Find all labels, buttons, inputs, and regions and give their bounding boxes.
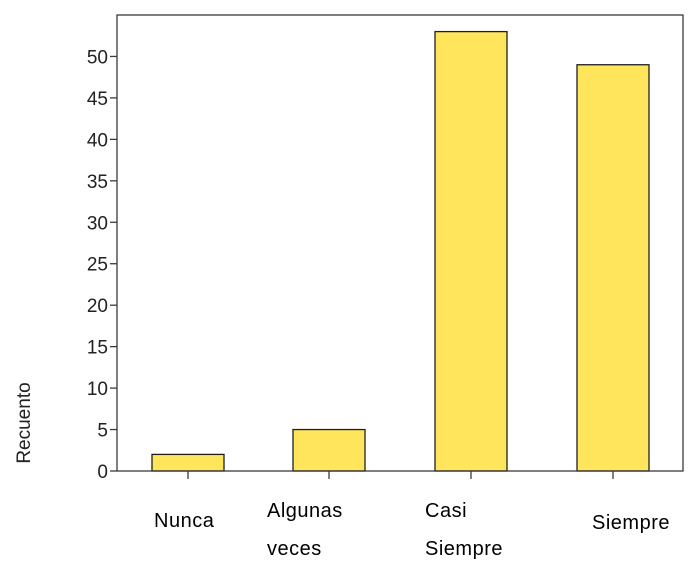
- bar: [576, 64, 650, 472]
- y-tick-label: 20: [87, 296, 108, 317]
- bars-group: [151, 30, 650, 472]
- y-tick-label: 25: [87, 255, 108, 276]
- x-tick-label: Siempre: [592, 512, 670, 534]
- x-tick-label: veces: [267, 538, 322, 560]
- y-tick-label: 10: [87, 379, 108, 400]
- bar: [434, 30, 508, 472]
- y-tick-label: 35: [87, 172, 108, 193]
- plot-frame: [116, 14, 684, 472]
- y-tick-label: 50: [87, 47, 108, 68]
- y-tick-label: 15: [87, 338, 108, 359]
- x-tick-label: Casi: [425, 500, 467, 522]
- x-axis: Nunca Algunas veces Casi Siempre Siempre: [154, 471, 670, 560]
- x-tick-label: Siempre: [425, 538, 503, 560]
- bar: [292, 428, 366, 472]
- y-tick-label: 5: [97, 421, 108, 442]
- y-tick-label: 30: [87, 213, 108, 234]
- y-axis-title: Recuento: [14, 382, 35, 463]
- x-tick-label: Nunca: [154, 510, 215, 532]
- y-axis: 0 5 10 15 20 25 30 35 40 45 50: [87, 47, 117, 483]
- y-tick-label: 0: [97, 462, 108, 483]
- y-tick-label: 40: [87, 130, 108, 151]
- y-tick-label: 45: [87, 89, 108, 110]
- x-tick-label: Algunas: [267, 500, 343, 522]
- bar: [151, 453, 225, 472]
